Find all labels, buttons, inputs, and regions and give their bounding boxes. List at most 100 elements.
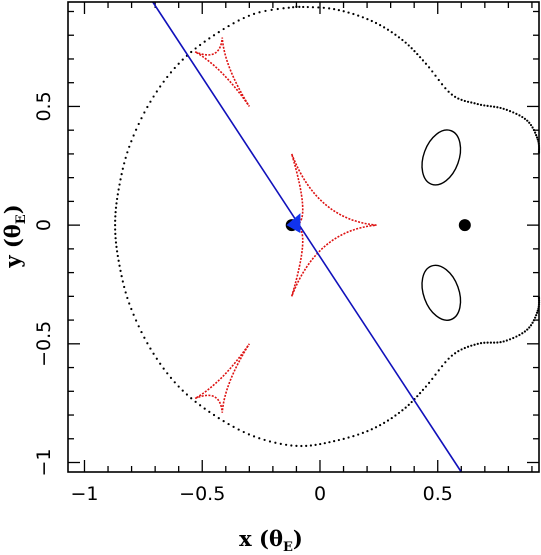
critical-curve-dot (397, 36, 401, 39)
critical-curve-dot (489, 105, 492, 108)
critical-curve-dot (285, 443, 288, 446)
critical-curve-dot (529, 123, 533, 127)
critical-curve-dot (361, 16, 364, 19)
critical-curve-dot (502, 107, 505, 110)
critical-curve-dot (418, 391, 422, 395)
critical-curve-dot (311, 6, 315, 9)
critical-curve-dot (208, 410, 211, 413)
critical-curve-dot (526, 328, 529, 331)
critical-curve-dot (177, 62, 180, 65)
critical-curve-dot (496, 106, 499, 109)
critical-curve-dot (237, 19, 240, 22)
critical-curve-dot (457, 350, 460, 353)
critical-curve-dot (300, 444, 303, 448)
x-tick-label: −1 (70, 483, 98, 505)
plot-frame (67, 1, 540, 473)
critical-curve-dot (270, 8, 273, 11)
critical-curve-dot (114, 210, 117, 214)
critical-curve-dot (134, 319, 138, 322)
critical-curve-dot (276, 7, 279, 11)
critical-curve-dot (242, 16, 245, 20)
critical-curve-dot (314, 443, 317, 446)
x-tick-label: 0 (314, 483, 326, 505)
critical-curve-dot (322, 6, 325, 9)
critical-curve-dot (166, 372, 169, 375)
critical-curve-dot (370, 19, 373, 23)
critical-curve-dot (535, 133, 538, 137)
critical-curve-dot (447, 90, 450, 93)
critical-curve-dot (479, 103, 483, 106)
critical-curve-dot (282, 7, 285, 10)
critical-curve-dot (383, 421, 386, 424)
critical-curve-dot (162, 80, 165, 83)
critical-curve-dot (534, 131, 537, 134)
critical-curve-dot (476, 102, 479, 106)
critical-curve-dot (309, 444, 313, 447)
critical-curve-dot (258, 437, 261, 440)
critical-curve-dot (424, 62, 428, 65)
critical-curve-dot (434, 373, 437, 376)
critical-curve-inner-upper (421, 129, 462, 186)
critical-curve-dot (454, 352, 457, 355)
critical-curve-dot (390, 31, 393, 34)
y-tick-label: 0.5 (33, 91, 55, 121)
critical-curve-dot (128, 145, 131, 148)
critical-curve-dot (444, 87, 447, 90)
critical-curve-dot (252, 435, 256, 438)
x-tick-labels: −1 −0.5 0 0.5 (70, 483, 452, 505)
critical-curve-dot (508, 338, 512, 341)
critical-curve-dot (476, 342, 479, 345)
critical-curve-dot (493, 105, 496, 108)
critical-curve-dot (194, 47, 197, 50)
critical-curve-dot (134, 128, 138, 131)
critical-curve-dot (319, 442, 322, 446)
critical-curve-dot (232, 22, 235, 25)
critical-curve-dot (347, 11, 350, 14)
critical-curve-dot (502, 340, 505, 343)
critical-curve-dot (177, 385, 180, 388)
critical-curve-dot (185, 393, 189, 396)
y-axis-label-main: y (θ (0, 224, 25, 268)
critical-curve-dot (159, 362, 162, 365)
critical-curve-dot (305, 444, 308, 447)
critical-curve-dot (416, 395, 419, 398)
critical-curve-dot (410, 400, 413, 404)
critical-curve-dot (146, 342, 149, 345)
critical-curve-dot (128, 302, 131, 305)
critical-curve-dot (130, 140, 133, 143)
critical-curve-dot (115, 202, 118, 205)
source-trajectory-line (152, 1, 462, 473)
critical-curve-dot (287, 6, 290, 9)
critical-curve-dot (523, 117, 527, 120)
critical-curve-dot (390, 416, 393, 420)
critical-curve-dot (169, 71, 173, 74)
critical-curve-dot (394, 33, 397, 36)
critical-curve-dot (328, 441, 331, 444)
y-axis-label: y (θE) (0, 204, 29, 268)
critical-curve-dot (203, 40, 206, 43)
critical-curve-dot (397, 411, 401, 415)
critical-curve-dot (379, 424, 382, 427)
critical-curve-dot (114, 206, 118, 209)
caustic-lower-left (194, 343, 251, 413)
critical-curve-dot (535, 314, 538, 317)
critical-curve-dot (357, 14, 360, 17)
caustics (194, 37, 377, 413)
critical-curve-dot (496, 341, 499, 344)
x-tick-label: −0.5 (179, 483, 225, 505)
critical-curve-dot (152, 352, 155, 355)
critical-curve-dot (337, 9, 340, 12)
critical-curve-dot (149, 347, 152, 350)
critical-curve-dot (152, 95, 155, 98)
critical-curve-dot (374, 21, 378, 25)
critical-curve-dot (328, 7, 331, 10)
critical-curve-dot (217, 31, 220, 34)
critical-curve-dot (119, 269, 122, 272)
critical-curve-dot (121, 280, 124, 283)
critical-curve-dot (242, 430, 245, 434)
critical-curve-dot (306, 5, 309, 9)
critical-curve-dot (535, 136, 539, 139)
critical-curve-dot (499, 106, 502, 110)
critical-curve-dot (115, 197, 119, 201)
critical-curve-dot (342, 10, 345, 13)
